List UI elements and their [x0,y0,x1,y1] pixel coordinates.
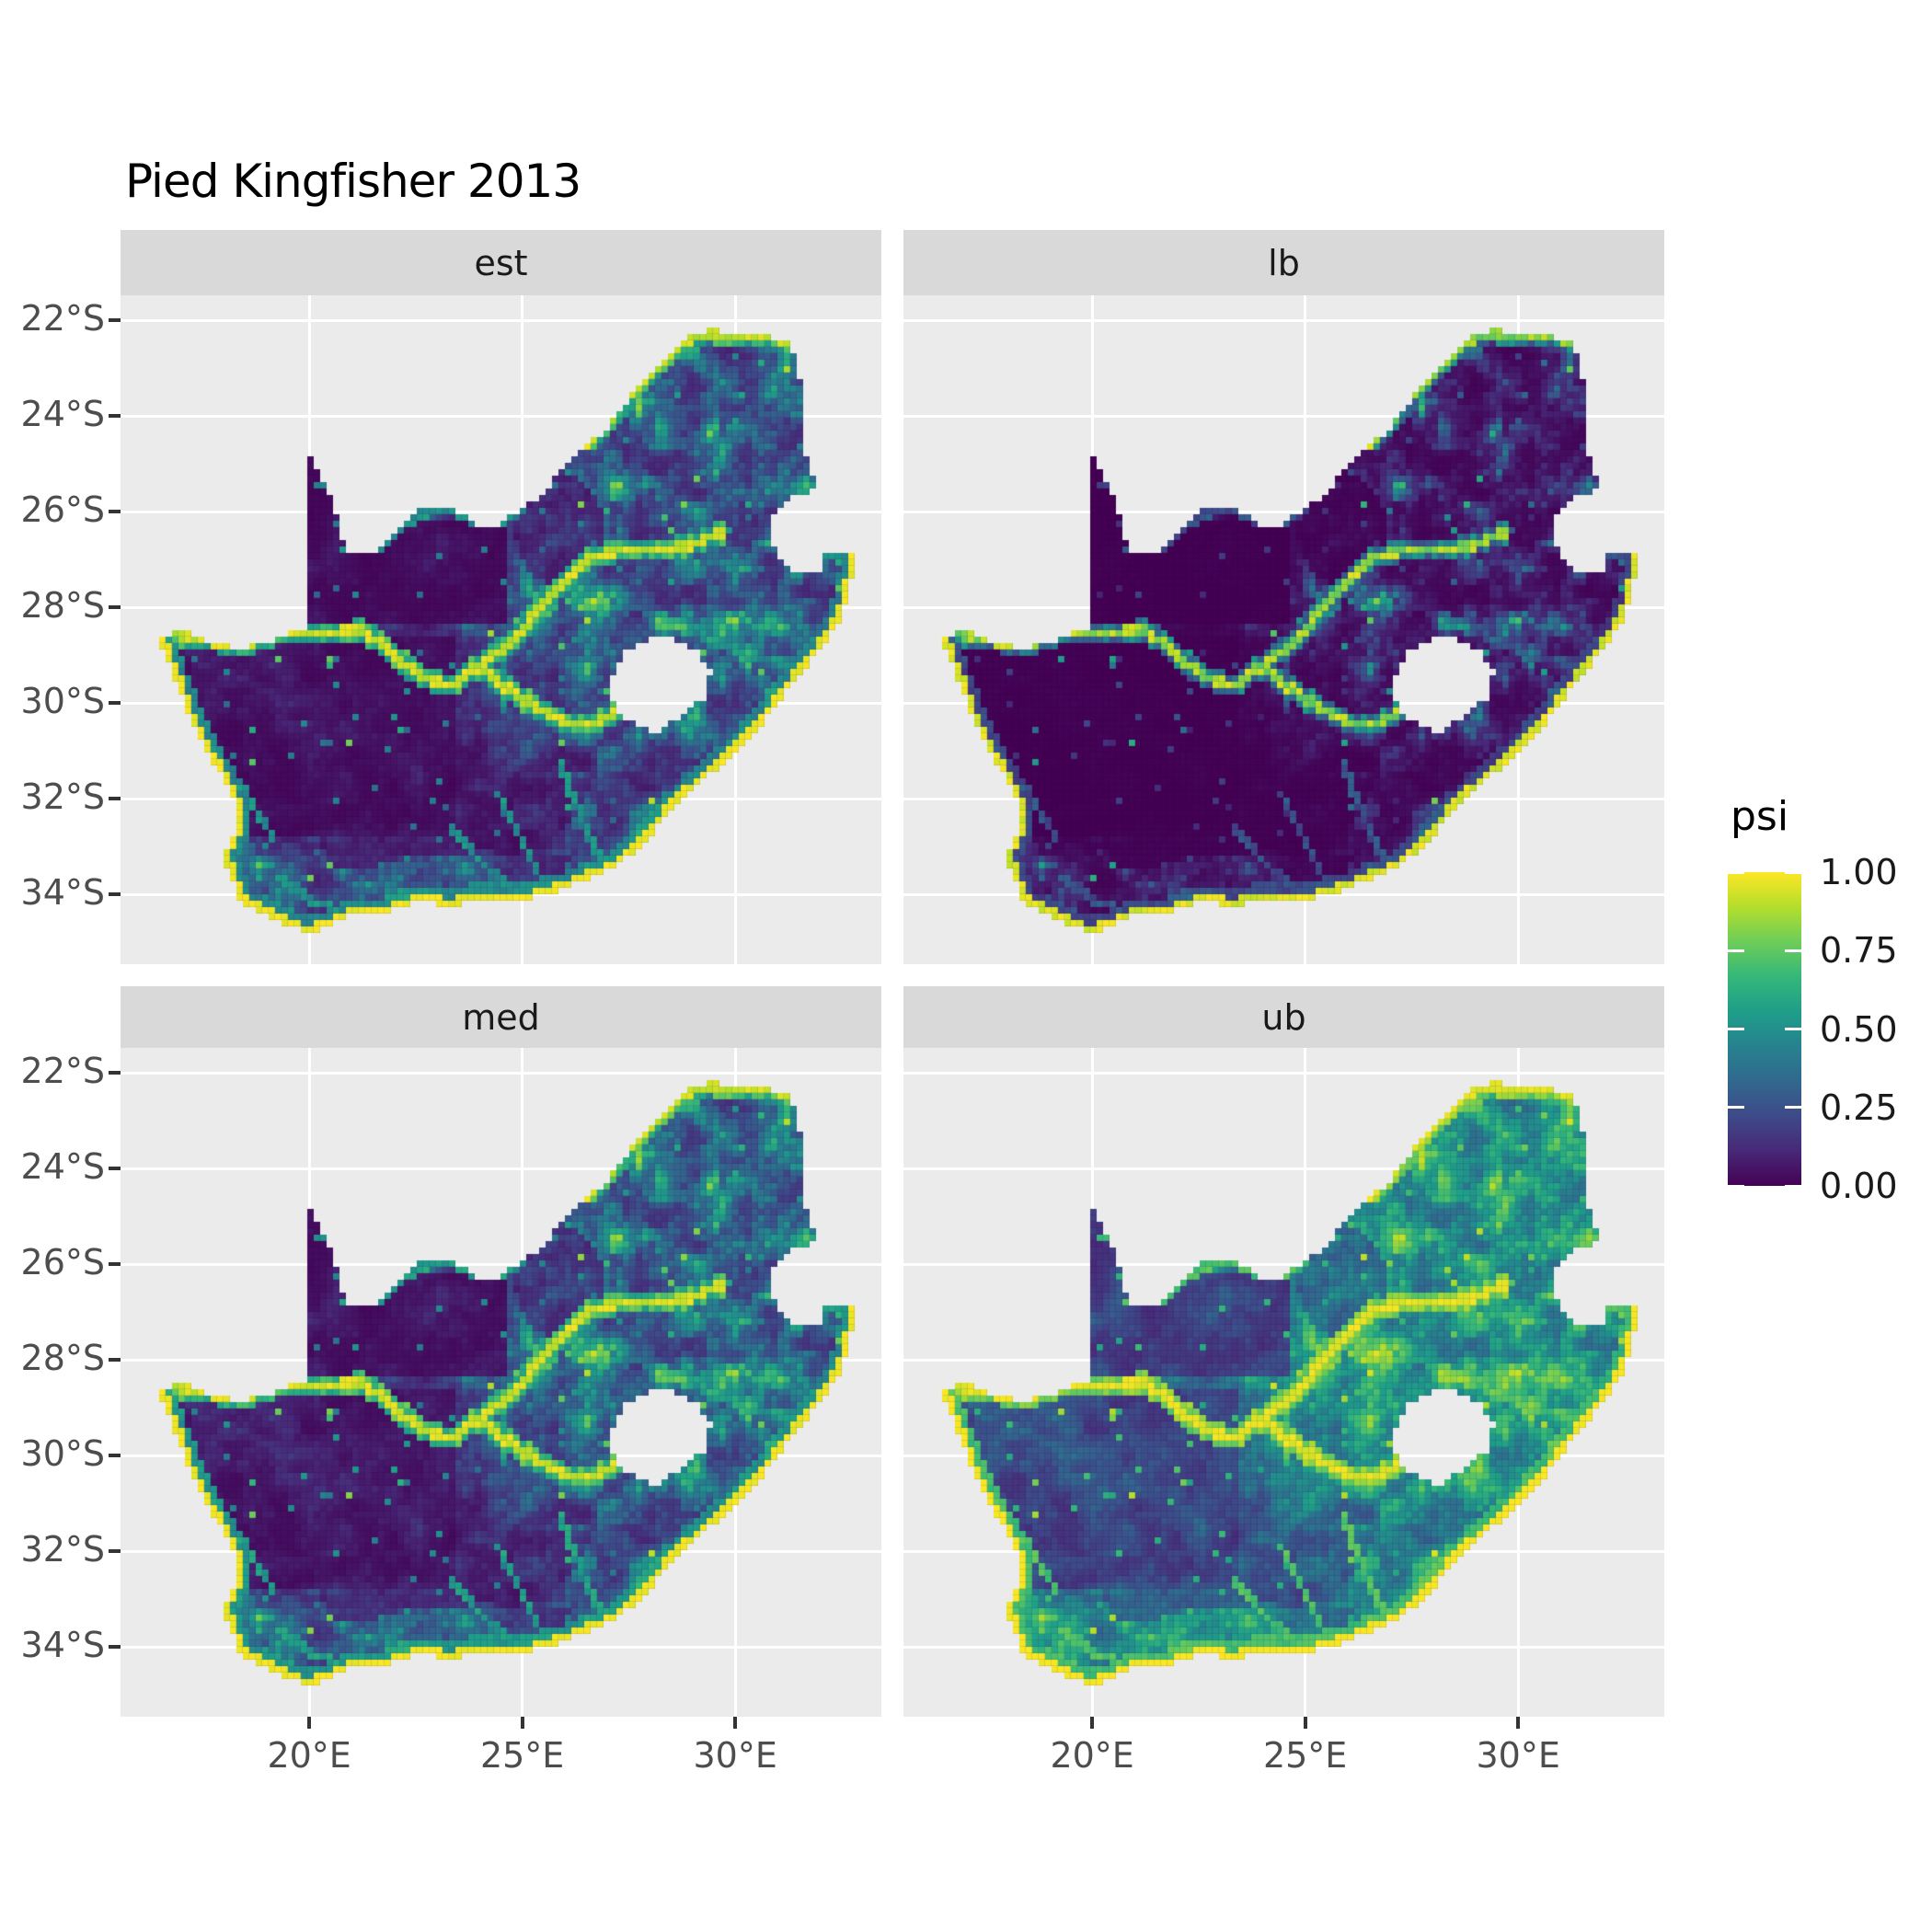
plot-title: Pied Kingfisher 2013 [125,155,581,208]
panel-med [121,1048,881,1717]
legend-label: 0.25 [1820,1087,1898,1128]
panel-est [121,295,881,964]
map-raster-ub [903,1048,1664,1717]
y-tick-label: 22°S [20,1051,105,1092]
facet-strip-label-est: est [474,242,528,283]
x-tick-label: 25°E [1262,1735,1348,1776]
y-tick-label: 26°S [20,489,105,531]
y-tick-mark [109,1549,121,1554]
legend-tick-mark [1785,1184,1801,1188]
facet-strip-label-ub: ub [1261,996,1306,1038]
x-tick-mark [1090,1717,1095,1729]
y-tick-label: 24°S [20,394,105,435]
y-tick-label: 26°S [20,1242,105,1283]
y-tick-label: 32°S [20,776,105,818]
panel-ub [903,1048,1664,1717]
y-tick-mark [109,1167,121,1171]
map-raster-med [121,1048,881,1717]
facet-strip-label-lb: lb [1268,242,1300,283]
y-tick-mark [109,1454,121,1458]
y-tick-label: 28°S [20,585,105,627]
legend-tick-mark [1785,1028,1801,1030]
legend-tick-mark [1785,1106,1801,1110]
legend-tick-mark [1728,1106,1744,1110]
y-tick-label: 34°S [20,1625,105,1666]
facet-strip-ub: ub [903,986,1664,1048]
legend-label: 0.75 [1820,930,1898,972]
x-tick-mark [733,1717,738,1729]
y-tick-mark [109,892,121,897]
y-tick-mark [109,414,121,419]
legend-title: psi [1731,793,1789,840]
y-tick-mark [109,1262,121,1267]
y-tick-label: 34°S [20,872,105,914]
legend-label: 1.00 [1820,852,1898,892]
y-tick-label: 32°S [20,1529,105,1570]
map-raster-est [121,295,881,964]
map-raster-lb [903,295,1664,964]
facet-strip-est: est [121,230,881,295]
y-tick-mark [109,318,121,323]
legend-tick-mark [1785,949,1801,952]
legend-tick-mark [1728,1184,1744,1188]
legend-tick-mark [1785,870,1801,874]
y-tick-label: 28°S [20,1338,105,1379]
x-tick-mark [1516,1717,1521,1729]
y-tick-mark [109,1645,121,1650]
x-tick-label: 20°E [267,1735,351,1776]
y-tick-mark [109,701,121,706]
legend-tick-mark [1728,870,1744,874]
y-tick-mark [109,1358,121,1363]
legend-label: 0.50 [1820,1008,1898,1050]
x-tick-mark [1303,1717,1307,1729]
x-tick-mark [520,1717,524,1729]
y-tick-label: 30°S [20,1433,105,1475]
legend-tick-mark [1728,1028,1744,1030]
y-tick-mark [109,510,121,514]
x-tick-label: 30°E [693,1735,777,1776]
legend-label: 0.00 [1820,1166,1898,1206]
legend-tick-mark [1728,949,1744,952]
facet-strip-med: med [121,986,881,1048]
y-tick-label: 22°S [20,298,105,339]
y-tick-mark [109,797,121,801]
x-tick-mark [307,1717,312,1729]
y-tick-label: 30°S [20,681,105,722]
y-tick-label: 24°S [20,1146,105,1188]
x-tick-label: 25°E [479,1735,565,1776]
facet-strip-label-med: med [462,996,540,1038]
x-tick-label: 30°E [1476,1735,1560,1776]
panel-lb [903,295,1664,964]
facet-strip-lb: lb [903,230,1664,295]
y-tick-mark [109,1071,121,1075]
y-tick-mark [109,605,121,610]
x-tick-label: 20°E [1050,1735,1134,1776]
